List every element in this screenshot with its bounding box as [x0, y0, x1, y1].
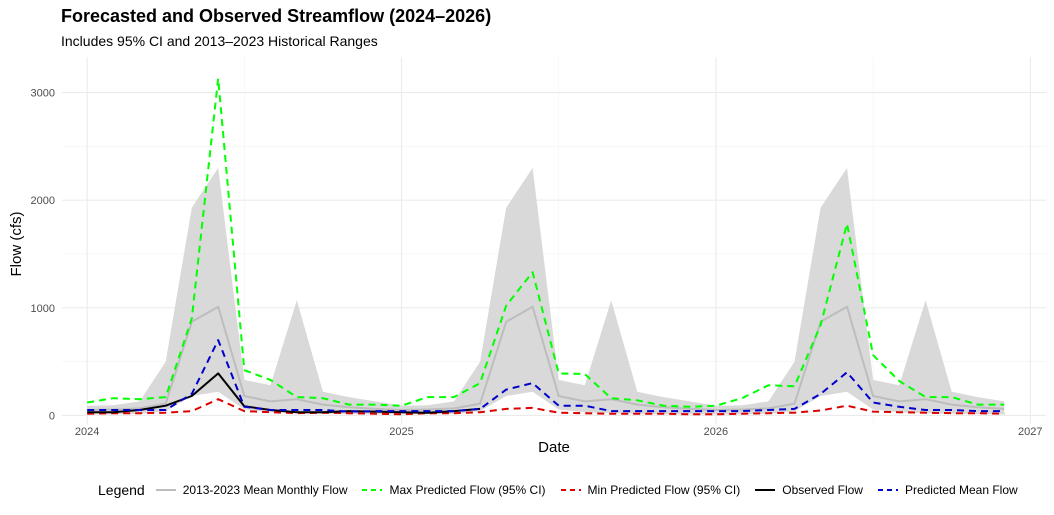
legend-label: Observed Flow	[782, 483, 863, 497]
chart-subtitle: Includes 95% CI and 2013–2023 Historical…	[61, 33, 378, 49]
legend-items: 2013-2023 Mean Monthly Flow Max Predicted…	[155, 483, 1032, 497]
tick-labels: 0 1000 2000 3000 2024 2025 2026 2027	[31, 88, 1043, 438]
legend-label: 2013-2023 Mean Monthly Flow	[182, 483, 348, 497]
series-line-2013-2023-mean-monthly-flow	[87, 305, 1005, 411]
legend-key	[155, 489, 176, 491]
legend-item-min-predicted-flow-95-ci: Min Predicted Flow (95% CI)	[560, 483, 741, 497]
plot-area: 0 1000 2000 3000 2024 2025 2026 2027 Date Flow …	[8, 57, 1046, 456]
legend-key	[755, 489, 776, 491]
y-axis-title: Flow (cfs)	[8, 212, 25, 277]
legend-label: Max Predicted Flow (95% CI)	[389, 483, 546, 497]
x-axis-title: Date	[538, 439, 570, 456]
series-layer	[87, 77, 1005, 416]
legend-item-observed-flow: Observed Flow	[754, 483, 863, 497]
legend-item-predicted-mean-flow: Predicted Mean Flow	[877, 483, 1018, 497]
legend-item-max-predicted-flow-95-ci: Max Predicted Flow (95% CI)	[361, 483, 546, 497]
legend-item-2013-2023-mean-monthly-flow: 2013-2023 Mean Monthly Flow	[155, 483, 348, 497]
legend-label: Min Predicted Flow (95% CI)	[587, 483, 741, 497]
legend-label: Predicted Mean Flow	[904, 483, 1018, 497]
series-line-observed-flow	[87, 372, 481, 414]
legend-title: Legend	[98, 482, 145, 498]
x-tick-label: 2024	[75, 426, 99, 438]
x-tick-label: 2027	[1018, 426, 1042, 438]
series-line-max-predicted-flow-95-ci	[87, 77, 1005, 408]
y-tick-label: 2000	[31, 195, 55, 207]
legend-key	[362, 489, 383, 491]
y-tick-label: 1000	[31, 303, 55, 315]
legend-key	[560, 489, 581, 491]
x-tick-label: 2026	[704, 426, 728, 438]
historical-range-band-layer	[87, 167, 1005, 415]
chart-title: Forecasted and Observed Streamflow (2024…	[61, 6, 492, 26]
historical-range-band	[87, 167, 1005, 415]
series-line-predicted-mean-flow	[87, 339, 1005, 413]
y-tick-label: 0	[49, 410, 55, 422]
y-tick-label: 3000	[31, 88, 55, 100]
legend: Legend 2013-2023 Mean Monthly Flow Max Pr…	[98, 480, 1032, 500]
x-tick-label: 2025	[389, 426, 413, 438]
series-line-min-predicted-flow-95-ci	[87, 398, 1005, 416]
legend-key	[877, 489, 898, 491]
